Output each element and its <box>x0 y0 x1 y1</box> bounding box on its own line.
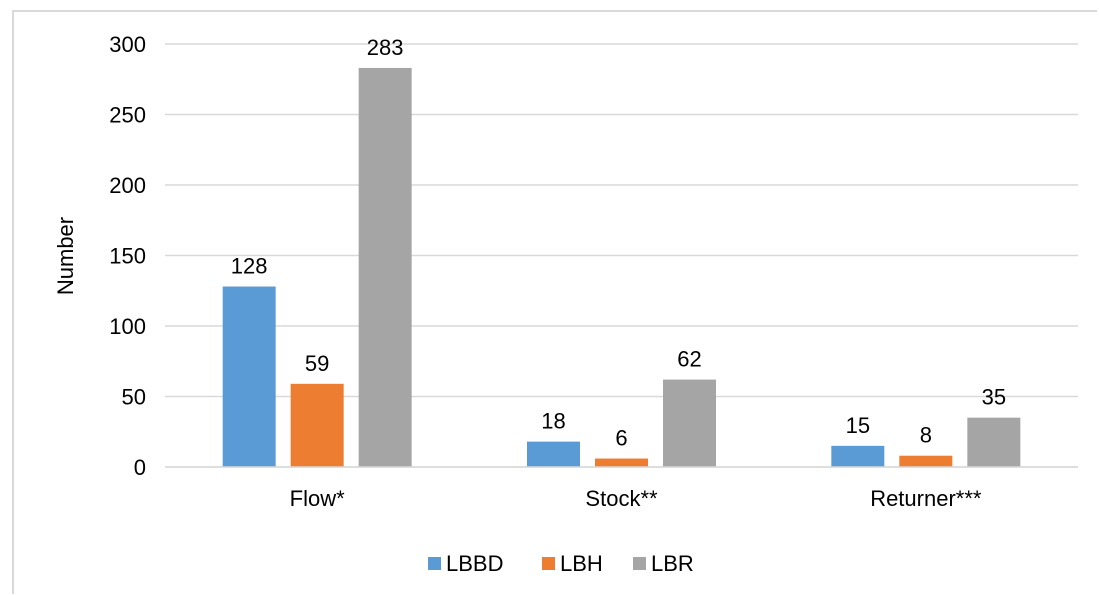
bars <box>222 67 1021 467</box>
y-axis-ticks: 0 50 100 150 200 250 300 <box>109 32 146 480</box>
x-category-label: Returner*** <box>870 486 982 511</box>
bar-lbbd-2 <box>527 441 580 467</box>
x-category-label: Stock** <box>585 486 658 511</box>
legend: LBBD LBH LBR <box>428 551 694 576</box>
legend-swatch <box>633 557 646 570</box>
chart-frame <box>12 10 1097 594</box>
x-axis-categories: Flow* Stock** Returner*** <box>165 466 1078 511</box>
y-tick-label: 100 <box>109 314 146 339</box>
bar-lbh-2 <box>595 458 648 467</box>
y-tick-label: 150 <box>109 244 146 269</box>
bar-lbr-1 <box>358 67 412 467</box>
y-tick-label: 250 <box>109 103 146 128</box>
bar-lbr-3 <box>967 417 1021 467</box>
bar-lbh-1 <box>290 383 344 467</box>
legend-label: LBBD <box>446 551 503 576</box>
y-tick-label: 50 <box>122 385 146 410</box>
legend-swatch <box>542 557 555 570</box>
y-tick-label: 200 <box>109 173 146 198</box>
legend-item-lbbd: LBBD <box>428 551 503 576</box>
y-tick-label: 0 <box>134 455 146 480</box>
legend-label: LBH <box>560 551 603 576</box>
legend-item-lbr: LBR <box>633 551 694 576</box>
y-tick-label: 300 <box>109 32 146 57</box>
data-label: 35 <box>982 385 1006 410</box>
data-label: 15 <box>846 413 870 438</box>
x-category-label: Flow* <box>290 486 345 511</box>
data-labels: 128 59 283 18 6 62 15 8 35 <box>231 35 1006 451</box>
data-label: 62 <box>677 347 701 372</box>
data-label: 18 <box>541 409 565 434</box>
bar-lbbd-3 <box>831 445 885 467</box>
data-label: 59 <box>305 351 329 376</box>
legend-swatch <box>428 557 441 570</box>
data-label: 283 <box>367 35 404 60</box>
bar-lbr-2 <box>663 379 716 467</box>
bar-lbh-3 <box>899 455 953 467</box>
data-label: 6 <box>615 426 627 451</box>
data-label: 8 <box>920 423 932 448</box>
y-axis-title: Number <box>53 217 78 295</box>
legend-label: LBR <box>651 551 694 576</box>
legend-item-lbh: LBH <box>542 551 603 576</box>
data-label: 128 <box>231 254 268 279</box>
bar-lbbd-1 <box>222 286 276 467</box>
